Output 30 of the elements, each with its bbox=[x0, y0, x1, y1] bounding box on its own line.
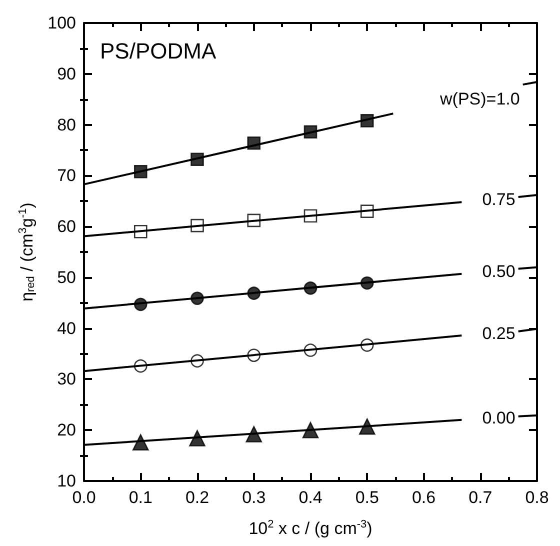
y-axis-title: ηred / (cm3g-1) bbox=[17, 202, 38, 302]
x-tick-label: 0.1 bbox=[128, 488, 152, 507]
x-tick-label: 0.3 bbox=[242, 488, 266, 507]
y-tick-label: 60 bbox=[57, 217, 76, 236]
annotation: 0.00 bbox=[482, 408, 516, 428]
y-tick-label: 10 bbox=[57, 472, 76, 490]
y-tick-label: 100 bbox=[48, 14, 76, 32]
y-tick-label: 90 bbox=[57, 64, 76, 84]
annotation: 0.50 bbox=[482, 262, 516, 281]
y-tick-label: 50 bbox=[57, 268, 76, 287]
annotation: 0.75 bbox=[482, 190, 516, 210]
y-tick-label: 70 bbox=[57, 166, 76, 186]
x-tick-label: 0.7 bbox=[468, 488, 492, 507]
annotation: PS/PODMA bbox=[100, 38, 216, 64]
x-tick-label: 0.8 bbox=[525, 488, 549, 507]
y-tick-label: 20 bbox=[57, 420, 76, 440]
x-tick-label: 0.2 bbox=[185, 488, 210, 507]
x-tick-label: 0.6 bbox=[412, 488, 436, 507]
annotation: w(PS)=1.0 bbox=[439, 90, 520, 109]
point bbox=[302, 422, 319, 438]
y-tick-label: 80 bbox=[57, 115, 76, 134]
y-tick-label: 30 bbox=[57, 370, 76, 389]
point bbox=[132, 434, 149, 450]
point bbox=[189, 430, 206, 446]
x-tick-label: 0.5 bbox=[355, 488, 379, 507]
y-tick-label: 40 bbox=[57, 318, 76, 338]
x-tick-label: 0.4 bbox=[298, 488, 322, 507]
annotation: 0.25 bbox=[482, 324, 516, 343]
point bbox=[246, 426, 262, 442]
x-tick-label: 0.0 bbox=[72, 488, 96, 507]
